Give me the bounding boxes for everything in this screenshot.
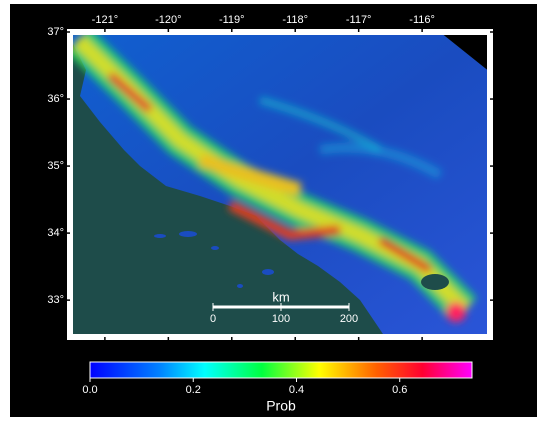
- colorbar-title: Prob: [266, 398, 296, 414]
- lat-tick-label: 33°: [47, 294, 64, 306]
- island: [211, 246, 219, 250]
- lat-tick-label: 35°: [47, 160, 64, 172]
- colorbar-tick-label: 0.2: [186, 384, 201, 396]
- lon-tick-label: -120°: [155, 14, 181, 26]
- colorbar-tick-label: 0.6: [392, 384, 407, 396]
- map-figure: Prob km -121° -120° -119° -118° -117° -116° 33…: [0, 0, 547, 421]
- island: [237, 284, 243, 288]
- lat-tick-label: 37°: [47, 26, 64, 38]
- colorbar: [90, 362, 472, 378]
- lat-tick-label: 34°: [47, 227, 64, 239]
- scale-bar-label: 200: [340, 313, 358, 325]
- lon-tick-label: -119°: [219, 14, 245, 26]
- colorbar-tick-label: 0.4: [289, 384, 304, 396]
- island: [154, 234, 166, 238]
- scale-bar-title: km: [272, 289, 289, 304]
- lon-tick-label: -117°: [346, 14, 372, 26]
- colorbar-tick-label: 0.0: [82, 384, 97, 396]
- scale-bar-label: 0: [210, 313, 216, 325]
- lon-tick-label: -118°: [282, 14, 308, 26]
- scale-bar-label: 100: [272, 313, 290, 325]
- island: [262, 269, 274, 275]
- lake: [421, 274, 449, 290]
- island: [179, 231, 197, 237]
- lon-tick-label: -121°: [92, 14, 118, 26]
- lon-tick-label: -116°: [409, 14, 435, 26]
- lat-tick-label: 36°: [47, 93, 64, 105]
